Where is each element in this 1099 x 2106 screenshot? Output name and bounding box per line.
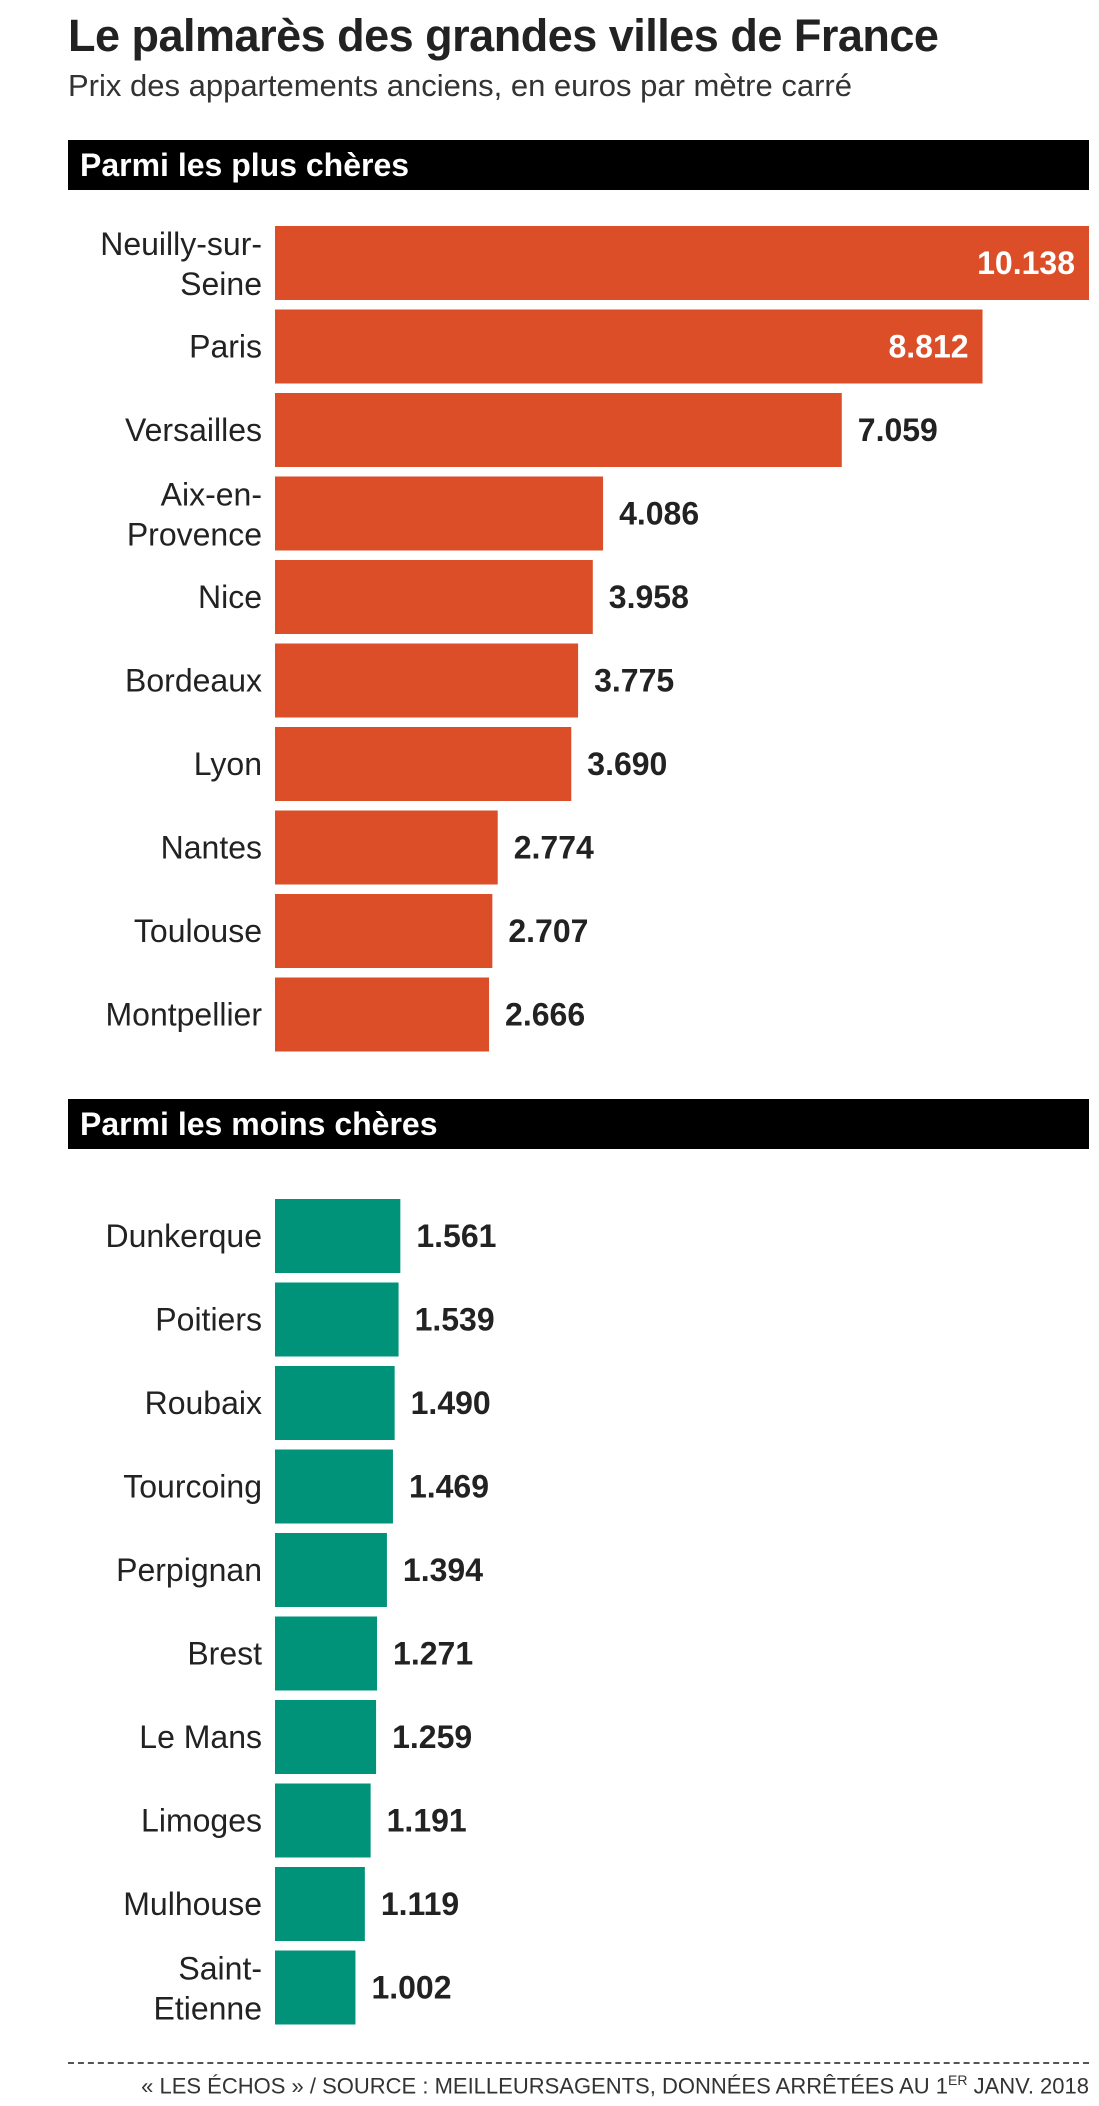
category-label-line: Etienne: [153, 1991, 262, 2027]
section-header-expensive: Parmi les plus chères: [68, 140, 1089, 190]
value-label-saint-etienne: 1.002: [371, 1970, 451, 2006]
category-label-versailles: Versailles: [125, 412, 262, 448]
value-label-poitiers: 1.539: [415, 1302, 495, 1338]
category-label-roubaix: Roubaix: [145, 1385, 262, 1421]
source-text: « LES ÉCHOS » / SOURCE : MEILLEURSAGENTS…: [141, 2073, 949, 2099]
category-label-mulhouse: Mulhouse: [123, 1886, 262, 1922]
bar-mulhouse: [275, 1867, 365, 1941]
value-label-toulouse: 2.707: [508, 913, 588, 949]
bar-paris: [275, 309, 983, 384]
bar-bordeaux: [275, 643, 579, 718]
category-label-bordeaux: Bordeaux: [125, 663, 262, 699]
footer-divider: [68, 2062, 1089, 2064]
value-label-limoges: 1.191: [387, 1803, 467, 1839]
value-label-dunkerque: 1.561: [416, 1218, 496, 1254]
bar-saint-etienne: [275, 1950, 356, 2025]
category-label-aix-en-provence: Aix-en- Provence: [127, 477, 262, 553]
category-label-brest: Brest: [187, 1636, 262, 1672]
value-label-tourcoing: 1.469: [409, 1469, 489, 1505]
value-label-perpignan: 1.394: [403, 1552, 483, 1588]
bar-tourcoing: [275, 1449, 393, 1524]
source-footer: « LES ÉCHOS » / SOURCE : MEILLEURSAGENTS…: [141, 2072, 1089, 2099]
category-label-toulouse: Toulouse: [134, 913, 262, 949]
category-label-lyon: Lyon: [194, 746, 262, 782]
category-label-le-mans: Le Mans: [139, 1719, 262, 1755]
bar-poitiers: [275, 1282, 399, 1357]
value-label-brest: 1.271: [393, 1636, 473, 1672]
bar-aix-en-provence: [275, 476, 604, 551]
expensive-cities-chart: Neuilly-sur- Seine 10.138 Paris 8.812 Versail…: [100, 226, 1089, 1052]
category-label-nantes: Nantes: [161, 830, 262, 866]
category-label-tourcoing: Tourcoing: [123, 1469, 262, 1505]
category-label-paris: Paris: [189, 329, 262, 365]
category-label-line: Saint-: [178, 1951, 262, 1987]
category-label-line: Aix-en-: [161, 477, 262, 513]
source-superscript: ER: [948, 2072, 968, 2088]
cheap-cities-chart: Dunkerque 1.561 Poitiers 1.539 Roubaix 1.490 T…: [105, 1199, 496, 2027]
section-header-cheap: Parmi les moins chères: [68, 1099, 1089, 1149]
chart-title: Le palmarès des grandes villes de France: [68, 10, 939, 61]
value-label-montpellier: 2.666: [505, 997, 585, 1033]
source-date: JANV. 2018: [967, 2073, 1089, 2099]
value-label-lyon: 3.690: [587, 746, 667, 782]
bar-lyon: [275, 727, 572, 801]
value-label-aix-en-provence: 4.086: [619, 496, 699, 532]
category-label-poitiers: Poitiers: [155, 1302, 262, 1338]
category-label-neuilly-sur-seine: Neuilly-sur- Seine: [100, 226, 262, 302]
bar-nantes: [275, 810, 498, 885]
category-label-line: Seine: [180, 266, 262, 302]
value-label-mulhouse: 1.119: [381, 1886, 459, 1922]
category-label-saint-etienne: Saint- Etienne: [153, 1951, 262, 2027]
category-label-limoges: Limoges: [141, 1803, 262, 1839]
bar-perpignan: [275, 1533, 387, 1607]
category-label-line: Neuilly-sur-: [100, 226, 262, 262]
category-label-perpignan: Perpignan: [116, 1552, 262, 1588]
bar-toulouse: [275, 894, 493, 968]
value-label-bordeaux: 3.775: [594, 663, 674, 699]
category-label-montpellier: Montpellier: [105, 997, 262, 1033]
value-label-nantes: 2.774: [514, 830, 594, 866]
bar-roubaix: [275, 1366, 395, 1440]
value-label-neuilly-sur-seine: 10.138: [977, 245, 1075, 281]
bar-neuilly-sur-seine: [275, 226, 1089, 300]
value-label-roubaix: 1.490: [411, 1385, 491, 1421]
category-label-nice: Nice: [198, 579, 262, 615]
category-label-dunkerque: Dunkerque: [105, 1218, 262, 1254]
value-label-versailles: 7.059: [858, 412, 938, 448]
value-label-nice: 3.958: [609, 579, 689, 615]
value-label-paris: 8.812: [888, 329, 968, 365]
value-label-le-mans: 1.259: [392, 1719, 472, 1755]
bar-dunkerque: [275, 1199, 401, 1273]
bar-versailles: [275, 393, 842, 467]
bar-montpellier: [275, 977, 490, 1052]
bar-le-mans: [275, 1700, 377, 1774]
chart-subtitle: Prix des appartements anciens, en euros …: [68, 68, 852, 103]
bar-nice: [275, 560, 593, 634]
bar-brest: [275, 1616, 378, 1691]
category-label-line: Provence: [127, 517, 262, 553]
bar-limoges: [275, 1783, 371, 1858]
